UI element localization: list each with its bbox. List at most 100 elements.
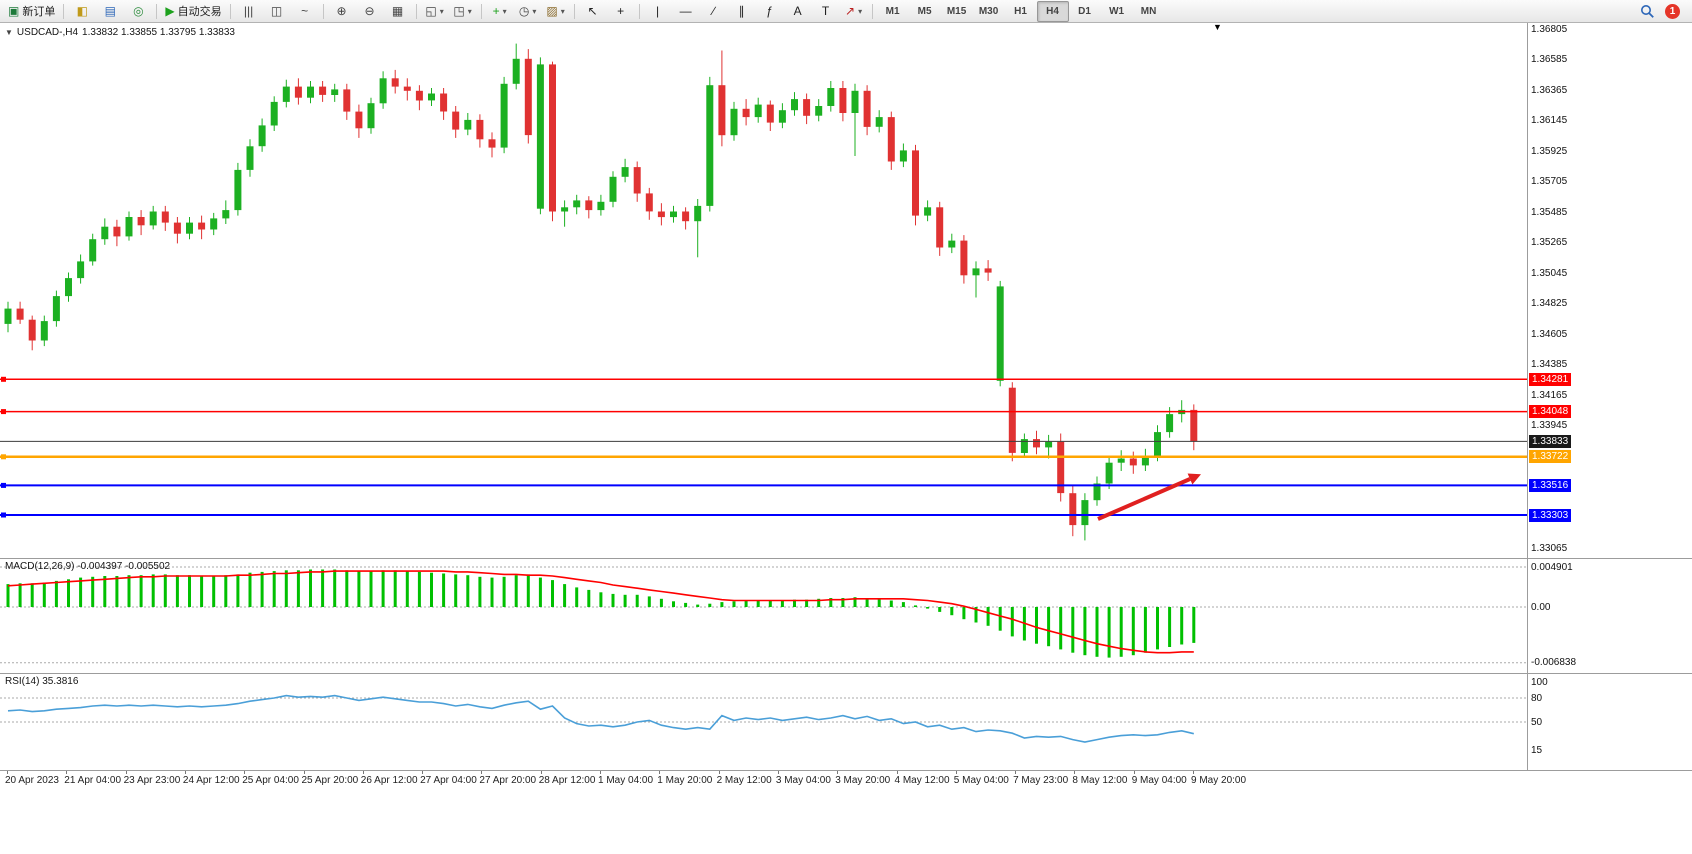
autotrading-button[interactable]: ▶ 自动交易 [161,1,225,22]
candle-body [1093,483,1101,501]
horizontal-line-button[interactable]: — [672,1,700,22]
channel-button[interactable]: ∥ [728,1,756,22]
timeframe-h1-button[interactable]: H1 [1014,5,1027,17]
time-tick [600,771,601,774]
market-watch-button[interactable]: ◧ [68,1,96,22]
macd-bar [744,600,748,607]
price-axis-label: 1.34165 [1531,389,1568,401]
toolbar-separator [638,3,640,19]
crosshair-button[interactable]: + [607,1,635,22]
candle-body [1057,441,1065,494]
macd-bar [248,572,252,607]
macd-name-label: MACD(12,26,9) [5,561,75,572]
macd-bar [599,592,603,607]
chart-menu-icon[interactable]: ▼ [5,28,13,37]
panel-divider[interactable] [0,673,1692,674]
main-chart[interactable] [0,22,1527,558]
macd-bar [514,575,518,607]
macd-bar [272,571,276,607]
panel-divider[interactable] [0,558,1692,559]
navigator-button[interactable]: ◎ [124,1,152,22]
hline-handle[interactable] [1,454,6,460]
tile-windows-button[interactable]: ▦ [384,1,412,22]
profiles-button[interactable]: ◳ ▾ [449,1,477,22]
hline-handle[interactable] [1,512,6,518]
macd-bar [67,579,70,607]
new-order-button[interactable]: ▣ 新订单 [4,1,59,22]
timeframe-mn-button[interactable]: MN [1140,5,1157,17]
macd-bar [938,607,942,612]
candle-body [742,108,750,118]
fibonacci-icon: ƒ [766,4,773,18]
fibonacci-button[interactable]: ƒ [756,1,784,22]
line-chart-button[interactable]: ~ [291,1,319,22]
zoom-in-button[interactable]: ⊕ [328,1,356,22]
macd-bar [1047,607,1051,647]
data-window-button[interactable]: ▤ [96,1,124,22]
hline-handle[interactable] [1,482,6,488]
candle-body [452,111,460,130]
search-button[interactable] [1633,1,1661,22]
data-window-icon: ▤ [104,4,117,18]
macd-bar [841,598,845,607]
candle-body [488,139,496,148]
candlestick-chart-button[interactable]: ◫ [263,1,291,22]
trend-arrow-annotation[interactable] [1097,473,1202,521]
macd-panel[interactable] [0,559,1527,673]
macd-bar [684,602,688,607]
cursor-button[interactable]: ↖ [579,1,607,22]
macd-bar [950,607,954,616]
macd-bar [768,600,772,607]
macd-bar [442,573,446,607]
bar-chart-button[interactable]: ||| [235,1,263,22]
time-tick [1015,771,1017,774]
arrows-button[interactable]: ↗ ▾ [840,1,868,22]
time-axis[interactable]: 20 Apr 2023 21 Apr 04:00 23 Apr 23:00 24 Ap… [0,770,1692,793]
text-icon: A [793,4,802,18]
toolbar-separator [229,3,231,19]
indicators-button[interactable]: + ▾ [486,1,514,22]
vertical-line-button[interactable]: | [644,1,672,22]
navigator-icon: ◎ [133,4,144,18]
periods-button[interactable]: ◷ ▾ [514,1,542,22]
text-button[interactable]: A [784,1,812,22]
candle-body [597,201,605,211]
time-tick [837,771,839,774]
time-axis-label: 9 May 20:00 [1191,775,1247,786]
price-axis[interactable]: 1.36805 1.36585 1.36365 1.36145 1.35925 1.357… [1528,22,1692,770]
timeframe-m15-button[interactable]: M15 [946,5,967,17]
macd-bar [563,584,567,607]
trendline-button[interactable]: ∕ [700,1,728,22]
hline-handle[interactable] [1,376,6,382]
macd-bar [926,607,930,609]
macd-bar [672,601,675,607]
timeframe-m1-button[interactable]: M1 [885,5,900,17]
templates-icon: ▨ [546,4,558,18]
notification-badge[interactable]: 1 [1665,3,1680,19]
templates-button[interactable]: ▨ ▾ [542,1,570,22]
timeframe-w1-button[interactable]: W1 [1109,5,1125,17]
rsi-panel[interactable] [0,674,1527,770]
price-axis-label: 1.34825 [1531,298,1568,310]
chart-shift-marker[interactable]: ▼ [1213,22,1222,32]
candle-body [464,119,472,130]
hline-handle[interactable] [1,409,6,415]
candle-body [536,64,544,209]
timeframe-m30-button[interactable]: M30 [978,5,999,17]
caret-down-icon: ▾ [858,6,863,16]
candle-body [791,99,798,111]
macd-bar [986,607,990,626]
new-chart-button[interactable]: ◱ ▾ [421,1,449,22]
time-axis-label: 8 May 12:00 [1072,775,1128,786]
timeframe-m5-button[interactable]: M5 [917,5,932,17]
label-button[interactable]: T [812,1,840,22]
candle-body [670,211,677,218]
timeframe-d1-button[interactable]: D1 [1078,5,1091,17]
hline-price-tag: 1.34048 [1529,405,1572,419]
timeframe-h4-button[interactable]: H4 [1036,0,1069,22]
toolbar-separator [415,3,417,19]
zoom-out-button[interactable]: ⊖ [356,1,384,22]
candle-body [960,240,968,276]
macd-bar [1083,607,1087,656]
time-tick [1193,771,1194,774]
